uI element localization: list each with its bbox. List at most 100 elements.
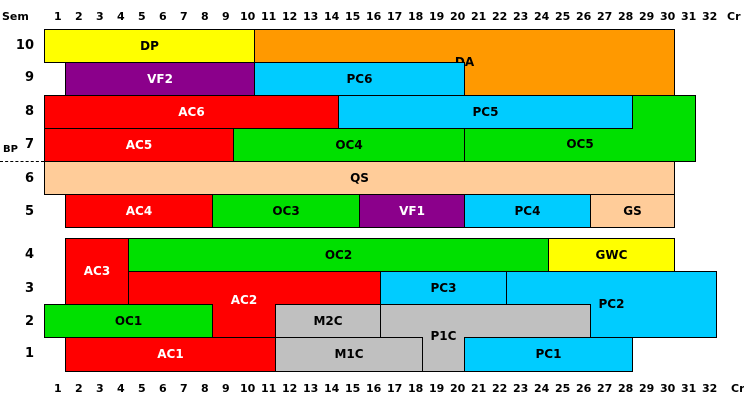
block-m1c[interactable]: M1C: [275, 337, 423, 372]
semester-label-6: 6: [24, 171, 34, 186]
top-axis-number-31: 31: [681, 10, 697, 23]
bottom-axis-number-24: 24: [534, 382, 550, 395]
block-m2c[interactable]: M2C: [275, 304, 381, 338]
block-ac4-label: AC4: [125, 204, 153, 218]
block-oc5[interactable]: OC5: [464, 128, 696, 162]
block-ac3[interactable]: AC3: [65, 238, 129, 305]
block-pc6[interactable]: PC6: [254, 62, 465, 96]
block-ac2[interactable]: [128, 271, 381, 305]
top-axis-number-19: 19: [429, 10, 445, 23]
top-axis-number-22: 22: [492, 10, 508, 23]
top-axis-number-20: 20: [450, 10, 466, 23]
block-pc6-label: PC6: [346, 72, 373, 86]
block-oc2-label: OC2: [324, 248, 353, 262]
semester-label-1: 1: [24, 346, 34, 361]
block-m1c-label: M1C: [334, 347, 364, 361]
bottom-axis-number-32: 32: [702, 382, 718, 395]
block-ac4[interactable]: AC4: [65, 194, 213, 228]
top-axis-number-3: 3: [96, 10, 104, 23]
bottom-axis-number-27: 27: [597, 382, 613, 395]
top-axis-number-27: 27: [597, 10, 613, 23]
top-axis-number-24: 24: [534, 10, 550, 23]
semester-label-2: 2: [24, 314, 34, 329]
bottom-axis-number-20: 20: [450, 382, 466, 395]
bottom-axis-number-1: 1: [54, 382, 62, 395]
bottom-axis-number-19: 19: [429, 382, 445, 395]
block-oc4[interactable]: OC4: [233, 128, 465, 162]
block-ac6[interactable]: AC6: [44, 95, 339, 129]
bottom-axis-number-28: 28: [618, 382, 634, 395]
top-axis-number-9: 9: [222, 10, 230, 23]
top-axis-number-17: 17: [387, 10, 403, 23]
block-pc3[interactable]: PC3: [380, 271, 507, 305]
bottom-axis-number-21: 21: [471, 382, 487, 395]
bottom-axis-number-29: 29: [639, 382, 655, 395]
bottom-axis-number-3: 3: [96, 382, 104, 395]
block-pc3-label: PC3: [430, 281, 457, 295]
top-axis-number-11: 11: [261, 10, 277, 23]
block-pc1-label: PC1: [535, 347, 562, 361]
cr-axis-label-bottom: Cr: [731, 382, 744, 395]
block-ac1[interactable]: AC1: [65, 337, 276, 372]
top-axis-number-7: 7: [180, 10, 188, 23]
block-vf1[interactable]: VF1: [359, 194, 465, 228]
block-pc5-label: PC5: [472, 105, 499, 119]
top-axis-number-14: 14: [324, 10, 340, 23]
block-ac1-label: AC1: [157, 347, 184, 361]
bottom-axis-number-25: 25: [555, 382, 571, 395]
block-pc5[interactable]: PC5: [338, 95, 633, 129]
top-axis-number-15: 15: [345, 10, 361, 23]
bottom-axis-number-12: 12: [282, 382, 298, 395]
bottom-axis-number-18: 18: [408, 382, 424, 395]
bottom-axis-number-2: 2: [75, 382, 83, 395]
block-oc1[interactable]: OC1: [44, 304, 213, 338]
top-axis-number-1: 1: [54, 10, 62, 23]
bottom-axis-number-4: 4: [117, 382, 125, 395]
semester-label-9: 9: [24, 70, 34, 85]
block-gwc[interactable]: GWC: [548, 238, 675, 272]
block-m2c-label: M2C: [313, 314, 343, 328]
semester-label-8: 8: [24, 104, 34, 119]
block-vf2-label: VF2: [147, 72, 173, 86]
block-dp-label: DP: [140, 39, 159, 53]
block-oc5-seam: [464, 128, 633, 129]
top-axis-number-12: 12: [282, 10, 298, 23]
top-axis-number-32: 32: [702, 10, 718, 23]
bottom-axis-number-11: 11: [261, 382, 277, 395]
cr-axis-label-top: Cr: [727, 10, 741, 23]
block-p1c-label: P1C: [430, 329, 457, 343]
bottom-axis-number-23: 23: [513, 382, 529, 395]
top-axis-number-10: 10: [240, 10, 256, 23]
bottom-axis-number-13: 13: [303, 382, 319, 395]
block-oc2[interactable]: OC2: [128, 238, 549, 272]
block-vf1-label: VF1: [399, 204, 425, 218]
bottom-axis-number-30: 30: [660, 382, 676, 395]
top-axis-number-23: 23: [513, 10, 529, 23]
bottom-axis-number-22: 22: [492, 382, 508, 395]
block-p1c[interactable]: [380, 304, 591, 338]
block-vf2[interactable]: VF2: [65, 62, 255, 96]
bottom-axis-number-16: 16: [366, 382, 382, 395]
block-ac5-label: AC5: [125, 138, 153, 152]
block-oc3[interactable]: OC3: [212, 194, 360, 228]
block-pc4[interactable]: PC4: [464, 194, 591, 228]
block-ac2-lower[interactable]: AC2: [212, 294, 276, 340]
block-oc5-label: OC5: [566, 137, 594, 151]
block-oc5-top[interactable]: [632, 95, 696, 129]
bottom-axis-number-9: 9: [222, 382, 230, 395]
top-axis-number-28: 28: [618, 10, 634, 23]
block-qs[interactable]: QS: [44, 161, 675, 195]
block-gs[interactable]: GS: [590, 194, 675, 228]
semester-label-3: 3: [24, 281, 34, 296]
block-pc1[interactable]: PC1: [464, 337, 633, 372]
bottom-axis-number-17: 17: [387, 382, 403, 395]
block-p1c-lower[interactable]: P1C: [422, 330, 465, 372]
top-axis-number-8: 8: [201, 10, 209, 23]
top-axis-number-13: 13: [303, 10, 319, 23]
block-ac5[interactable]: AC5: [44, 128, 234, 162]
block-pc2-label: PC2: [598, 297, 625, 311]
bp-divider: [0, 161, 44, 162]
block-dp[interactable]: DP: [44, 29, 255, 63]
block-qs-label: QS: [350, 171, 369, 185]
bottom-axis-number-8: 8: [201, 382, 209, 395]
